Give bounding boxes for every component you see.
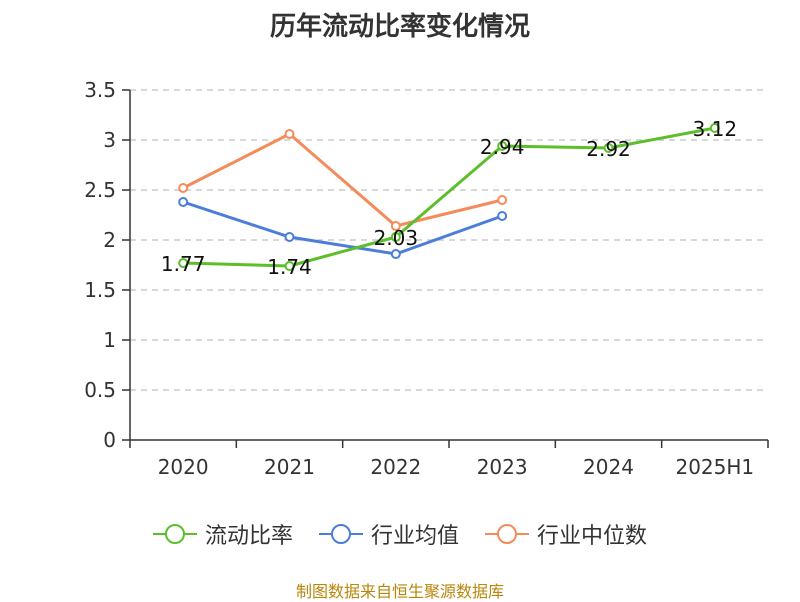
series-point-1 [178, 197, 189, 207]
legend-marker-current-ratio [152, 524, 197, 544]
series-line-2 [182, 132, 503, 228]
series-line-0 [183, 126, 716, 268]
x-tick-label: 2020 [158, 455, 209, 479]
series-point-0 [603, 143, 614, 153]
series-point-2 [497, 195, 508, 205]
y-tick-label: 2.5 [84, 178, 116, 202]
series-lines [178, 123, 720, 271]
series-line-1 [182, 200, 503, 256]
legend-label: 流动比率 [204, 524, 293, 549]
series-point-0 [709, 123, 720, 133]
series-point-0 [284, 261, 295, 271]
legend: 流动比率 行业均值 行业中位数 [0, 518, 800, 550]
y-tick-label: 0 [103, 428, 116, 452]
legend-label: 行业中位数 [537, 524, 648, 549]
series-point-0 [178, 258, 189, 268]
data-labels: 1.77 1.74 2.03 2.94 2.92 3.12 [161, 117, 737, 279]
y-tick-label: 3 [103, 128, 116, 152]
y-tick-label: 2 [103, 228, 116, 252]
axes: 0 0.5 1 1.5 2 2.5 3 3.5 2020 2021 2022 2023 2024 2025… [84, 78, 769, 479]
series-point-1 [390, 249, 401, 259]
x-tick-label: 2022 [370, 455, 421, 479]
x-tick-label: 2024 [583, 455, 634, 479]
data-label: 2.92 [586, 137, 631, 161]
y-tick-label: 0.5 [84, 378, 116, 402]
legend-item-industry-median[interactable]: 行业中位数 [485, 518, 647, 550]
series-point-0 [390, 232, 401, 242]
series-point-2 [284, 129, 295, 139]
data-label: 3.12 [693, 117, 738, 141]
x-tick-label: 2021 [264, 455, 315, 479]
y-tick-label: 1 [103, 328, 116, 352]
legend-item-current-ratio[interactable]: 流动比率 [152, 518, 293, 550]
chart-title: 历年流动比率变化情况 [269, 12, 530, 42]
x-tick-label: 2023 [477, 455, 528, 479]
series-point-1 [284, 232, 295, 242]
data-label: 1.74 [267, 255, 312, 279]
data-label: 1.77 [161, 252, 206, 276]
source-note: 制图数据来自恒生聚源数据库 [295, 582, 504, 601]
legend-marker-industry-mean [318, 524, 363, 544]
series-point-1 [497, 211, 508, 221]
legend-item-industry-mean[interactable]: 行业均值 [318, 518, 459, 550]
legend-marker-industry-median [485, 524, 529, 544]
series-point-2 [178, 183, 189, 193]
data-label: 2.03 [374, 226, 419, 250]
series-point-2 [390, 221, 401, 231]
x-tick-label: 2025H1 [675, 455, 754, 479]
series-point-0 [497, 141, 508, 151]
y-tick-label: 3.5 [84, 78, 116, 102]
y-tick-label: 1.5 [84, 278, 116, 302]
legend-label: 行业均值 [370, 524, 459, 549]
data-label: 2.94 [480, 135, 525, 159]
